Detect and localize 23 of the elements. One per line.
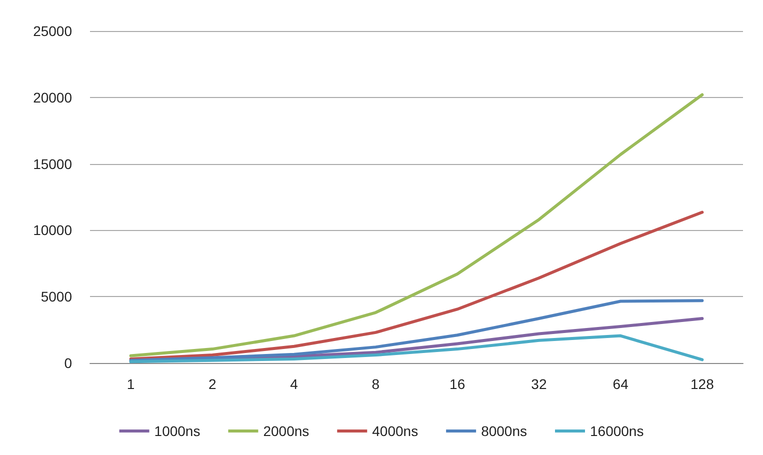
x-tick-label: 8 — [372, 376, 380, 392]
y-tick-label: 10000 — [33, 222, 72, 238]
x-tick-label: 64 — [612, 376, 629, 392]
legend-label: 4000ns — [372, 423, 418, 439]
legend-label: 1000ns — [154, 423, 200, 439]
y-tick-label: 25000 — [33, 23, 72, 39]
y-tick-label: 20000 — [33, 89, 72, 106]
legend-label: 8000ns — [481, 423, 528, 439]
y-tick-label: 0 — [64, 355, 72, 371]
x-tick-label: 32 — [531, 376, 547, 392]
legend-label: 16000ns — [590, 423, 644, 439]
line-series — [129, 93, 704, 358]
x-tick-label: 128 — [690, 376, 714, 392]
y-tick-label: 15000 — [33, 156, 72, 172]
line-series — [129, 334, 704, 364]
x-tick-label: 16 — [450, 376, 466, 392]
line-series — [129, 299, 704, 362]
x-tick-label: 4 — [290, 376, 298, 392]
legend-label: 2000ns — [263, 423, 310, 439]
y-tick-label: 5000 — [40, 288, 72, 305]
line-series — [129, 210, 704, 361]
x-tick-label: 2 — [208, 376, 217, 392]
x-tick-label: 1 — [126, 376, 135, 392]
